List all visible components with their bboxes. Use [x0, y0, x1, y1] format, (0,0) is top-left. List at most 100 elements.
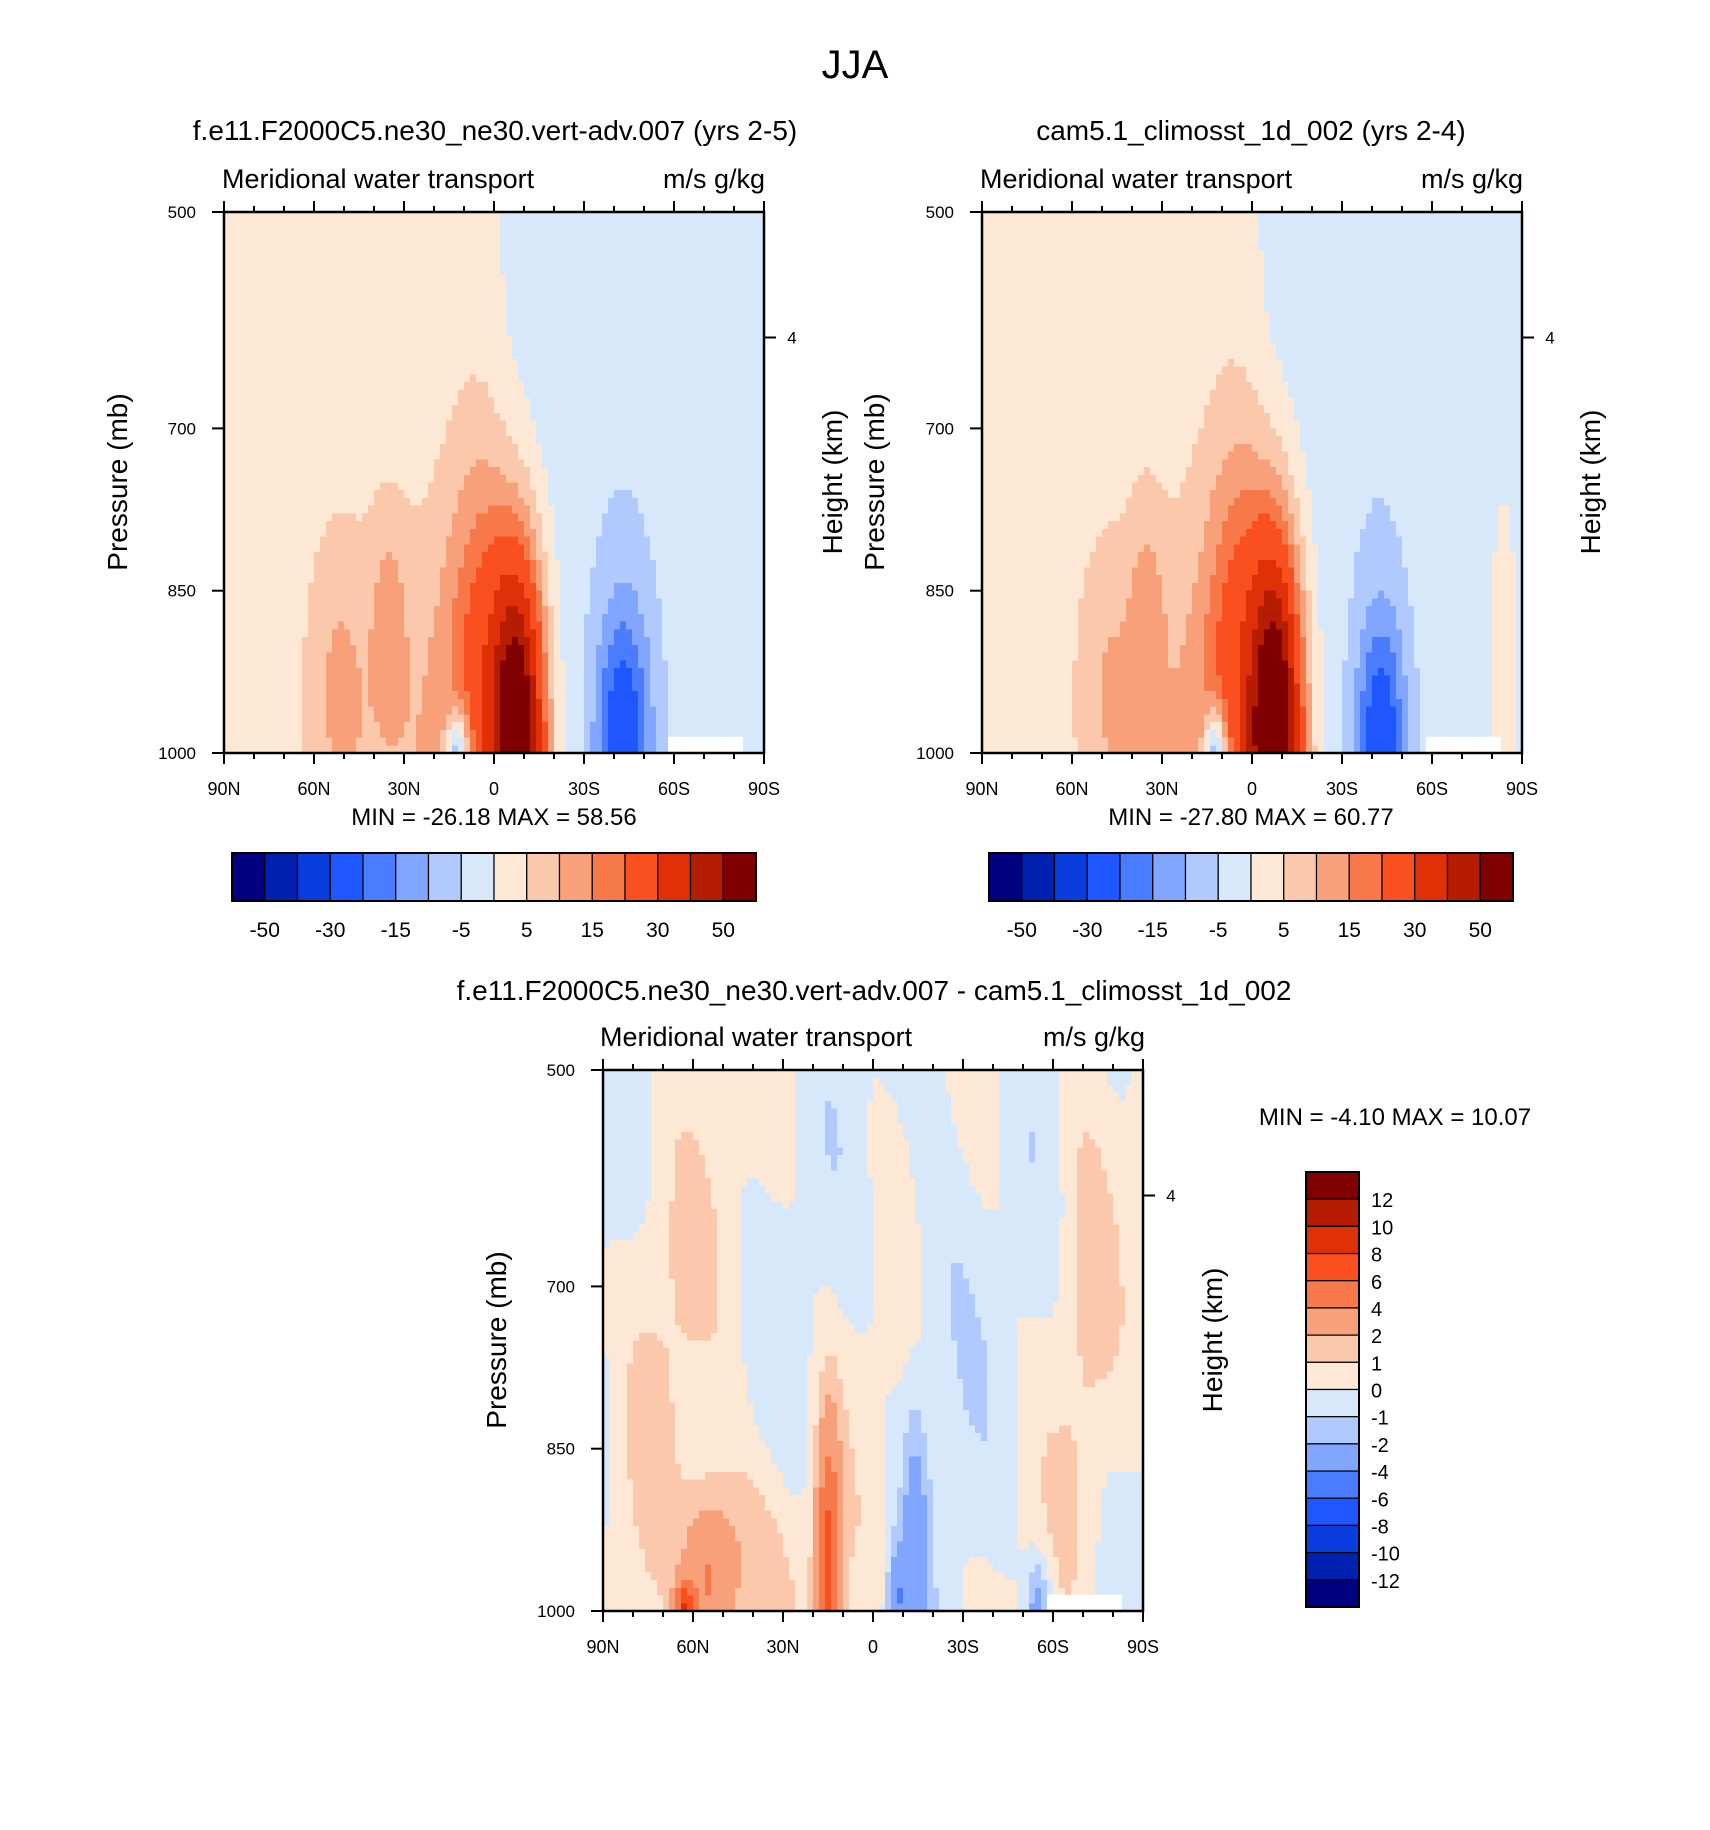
heatmap-cell: [656, 606, 663, 615]
heatmap-cell: [410, 567, 417, 576]
heatmap-cell: [314, 366, 321, 375]
heatmap-cell: [746, 451, 753, 460]
heatmap-cell: [368, 327, 375, 337]
heatmap-cell: [404, 613, 411, 623]
heatmap-cell: [554, 428, 561, 437]
heatmap-cell: [530, 227, 537, 236]
heatmap-cell: [374, 327, 381, 337]
heatmap-cell: [500, 459, 507, 468]
heatmap-cell: [338, 467, 345, 476]
heatmap-cell: [602, 598, 609, 607]
heatmap-cell: [302, 521, 309, 530]
heatmap-cell: [224, 451, 231, 460]
heatmap-cell: [302, 312, 309, 321]
heatmap-cell: [530, 397, 537, 406]
heatmap-cell: [494, 451, 501, 460]
heatmap-cell: [590, 266, 597, 275]
heatmap-cell: [368, 521, 375, 530]
heatmap-cell: [638, 212, 645, 221]
heatmap-cell: [506, 212, 513, 221]
heatmap-cell: [500, 258, 507, 267]
heatmap-cell: [728, 467, 735, 476]
heatmap-cell: [398, 358, 405, 368]
heatmap-cell: [596, 304, 603, 314]
heatmap-cell: [704, 382, 711, 391]
heatmap-cell: [332, 420, 339, 429]
heatmap-cell: [686, 219, 693, 229]
heatmap-cell: [704, 590, 711, 600]
heatmap-cell: [524, 544, 531, 553]
heatmap-cell: [230, 490, 237, 499]
heatmap-cell: [272, 382, 279, 391]
heatmap-cell: [230, 513, 237, 522]
heatmap-cell: [422, 482, 429, 491]
heatmap-cell: [380, 613, 387, 623]
heatmap-cell: [392, 513, 399, 522]
heatmap-cell: [452, 575, 459, 584]
heatmap-cell: [332, 235, 339, 244]
heatmap-cell: [506, 552, 513, 561]
heatmap-cell: [224, 482, 231, 491]
heatmap-cell: [242, 544, 249, 553]
heatmap-cell: [314, 606, 321, 615]
heatmap-cell: [680, 575, 687, 584]
heatmap-cell: [272, 428, 279, 437]
heatmap-cell: [350, 212, 357, 221]
heatmap-cell: [704, 304, 711, 314]
heatmap-cell: [746, 273, 753, 283]
heatmap-cell: [734, 320, 741, 329]
heatmap-cell: [656, 575, 663, 584]
heatmap-cell: [668, 235, 675, 244]
heatmap-cell: [230, 552, 237, 561]
heatmap-cell: [614, 559, 621, 569]
heatmap-cell: [680, 521, 687, 530]
heatmap-cell: [260, 235, 267, 244]
heatmap-cell: [422, 250, 429, 259]
heatmap-cell: [728, 304, 735, 314]
heatmap-cell: [734, 428, 741, 437]
heatmap-cell: [410, 312, 417, 321]
heatmap-cell: [494, 590, 501, 600]
heatmap-cell: [644, 312, 651, 321]
heatmap-cell: [224, 590, 231, 600]
heatmap-cell: [578, 258, 585, 267]
heatmap-cell: [560, 505, 567, 515]
heatmap-cell: [746, 544, 753, 553]
heatmap-cell: [452, 412, 459, 422]
heatmap-cell: [524, 606, 531, 615]
heatmap-cell: [278, 320, 285, 329]
heatmap-cell: [722, 482, 729, 491]
heatmap-cell: [554, 474, 561, 484]
heatmap-cell: [602, 382, 609, 391]
heatmap-cell: [242, 613, 249, 623]
heatmap-cell: [572, 389, 579, 399]
heatmap-cell: [548, 327, 555, 337]
heatmap-cell: [668, 405, 675, 414]
heatmap-cell: [620, 459, 627, 468]
heatmap-cell: [530, 559, 537, 569]
heatmap-cell: [710, 219, 717, 229]
heatmap-cell: [602, 412, 609, 422]
heatmap-cell: [728, 227, 735, 236]
heatmap-cell: [548, 297, 555, 306]
heatmap-cell: [272, 575, 279, 584]
heatmap-cell: [260, 490, 267, 499]
heatmap-cell: [248, 374, 255, 383]
heatmap-cell: [380, 451, 387, 460]
heatmap-cell: [416, 405, 423, 414]
heatmap-cell: [554, 374, 561, 383]
heatmap-cell: [758, 212, 765, 221]
heatmap-cell: [302, 505, 309, 515]
heatmap-cell: [572, 412, 579, 422]
heatmap-cell: [266, 327, 273, 337]
heatmap-cell: [266, 289, 273, 298]
heatmap-cell: [296, 505, 303, 515]
heatmap-cell: [494, 521, 501, 530]
heatmap-cell: [548, 374, 555, 383]
heatmap-cell: [470, 327, 477, 337]
heatmap-cell: [512, 590, 519, 600]
heatmap-cell: [236, 397, 243, 406]
heatmap-cell: [458, 443, 465, 453]
heatmap-cell: [308, 343, 315, 352]
heatmap-cell: [650, 343, 657, 352]
